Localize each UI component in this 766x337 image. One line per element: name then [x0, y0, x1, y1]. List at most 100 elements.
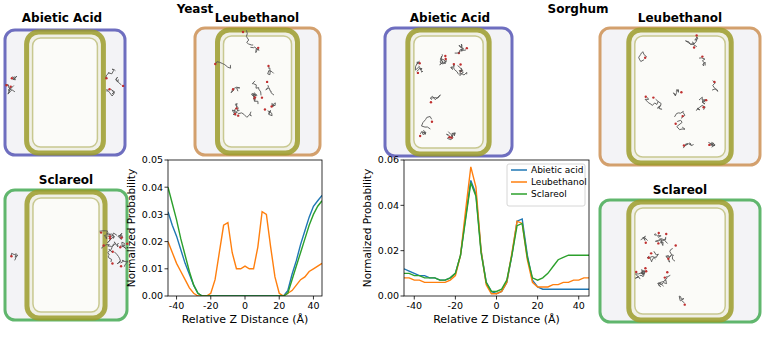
legend-entry: Sclareol [531, 189, 567, 199]
atom [695, 34, 697, 36]
snapshot-title: Leubethanol [638, 11, 722, 25]
chart: -40-20020400.000.020.040.06Relative Z Di… [361, 154, 589, 326]
molecule [116, 77, 122, 85]
y-tick-label: 0.03 [142, 209, 163, 220]
molecule [250, 47, 259, 53]
molecule [266, 85, 274, 95]
atom [645, 241, 647, 243]
y-tick-label: 0.04 [142, 182, 163, 193]
water-box [5, 30, 125, 155]
atom [254, 96, 256, 98]
legend-entry: Abietic acid [531, 165, 583, 175]
atom [713, 81, 715, 83]
molecule [677, 120, 685, 129]
molecule [655, 234, 662, 238]
x-tick [313, 296, 314, 300]
x-axis-label: Relative Z Distance (Å) [433, 313, 560, 326]
water-box [195, 28, 320, 155]
molecule [683, 143, 693, 148]
y-tick [165, 268, 169, 269]
y-tick-label: 0.06 [378, 154, 399, 165]
molecule [107, 236, 113, 243]
membrane-core [33, 198, 99, 312]
atom [448, 136, 450, 138]
atom [105, 77, 107, 79]
molecule [107, 89, 115, 96]
plot-frame [168, 160, 322, 296]
molecule [658, 280, 666, 286]
plot-frame [404, 160, 589, 296]
y-tick [401, 205, 405, 206]
atom [11, 77, 13, 79]
molecule [712, 81, 718, 92]
y-tick-label: 0.01 [142, 263, 163, 274]
molecule [440, 58, 446, 64]
figure: YeastSorghumAbietic AcidLeubethanolSclar… [0, 0, 766, 337]
molecule [234, 104, 239, 111]
x-tick-label: 0 [493, 300, 499, 311]
x-tick-label: 20 [532, 300, 544, 311]
water-box [600, 28, 760, 165]
atom [444, 55, 446, 57]
snapshot [385, 28, 512, 156]
series-line [404, 183, 589, 292]
x-tick [414, 296, 415, 300]
water-box [385, 28, 512, 156]
x-tick [455, 296, 456, 300]
x-tick-label: 20 [273, 300, 285, 311]
molecule [102, 245, 112, 251]
molecule [114, 252, 120, 264]
molecule [268, 110, 273, 115]
group-label: Sorghum [548, 2, 609, 16]
series-line [168, 195, 322, 296]
atom [417, 72, 419, 74]
atom [108, 88, 110, 90]
molecule [216, 62, 231, 68]
molecule [238, 112, 252, 118]
atom [684, 303, 686, 305]
molecule [639, 52, 647, 62]
atom [702, 106, 704, 108]
y-tick [165, 296, 169, 297]
molecule [658, 275, 671, 286]
y-tick-label: 0.00 [142, 290, 163, 301]
molecule [104, 234, 114, 239]
molecule [635, 273, 644, 279]
y-tick-label: 0.02 [378, 245, 399, 256]
atom [666, 271, 668, 273]
molecule [112, 242, 118, 247]
molecule [451, 64, 459, 74]
atom [648, 257, 650, 259]
atom [693, 46, 695, 48]
atom [122, 85, 124, 87]
atom [237, 114, 239, 116]
snapshot-title: Sclareol [653, 183, 707, 197]
x-tick-label: 0 [242, 300, 248, 311]
snapshot-title: Leubethanol [215, 11, 299, 25]
y-tick-label: 0.04 [378, 200, 399, 211]
y-tick [401, 296, 405, 297]
y-axis-label: Normalized Probability [361, 169, 373, 287]
legend-swatch [511, 181, 527, 183]
atom [708, 144, 710, 146]
group-label: Yeast [176, 2, 214, 16]
y-tick [165, 214, 169, 215]
atom [675, 244, 677, 246]
atom [267, 65, 269, 67]
molecule [430, 95, 440, 100]
molecule [694, 37, 698, 47]
y-tick [165, 241, 169, 242]
atom [466, 47, 468, 49]
atom [431, 121, 433, 123]
atom [430, 101, 432, 103]
x-tick [176, 296, 177, 300]
molecule [661, 239, 668, 245]
atom [453, 63, 455, 65]
molecule [118, 233, 123, 239]
plot-area [404, 167, 589, 294]
snapshot [5, 190, 128, 320]
series-line [404, 180, 589, 293]
x-tick-label: 40 [573, 300, 585, 311]
molecule [422, 117, 432, 130]
atom [100, 231, 102, 233]
